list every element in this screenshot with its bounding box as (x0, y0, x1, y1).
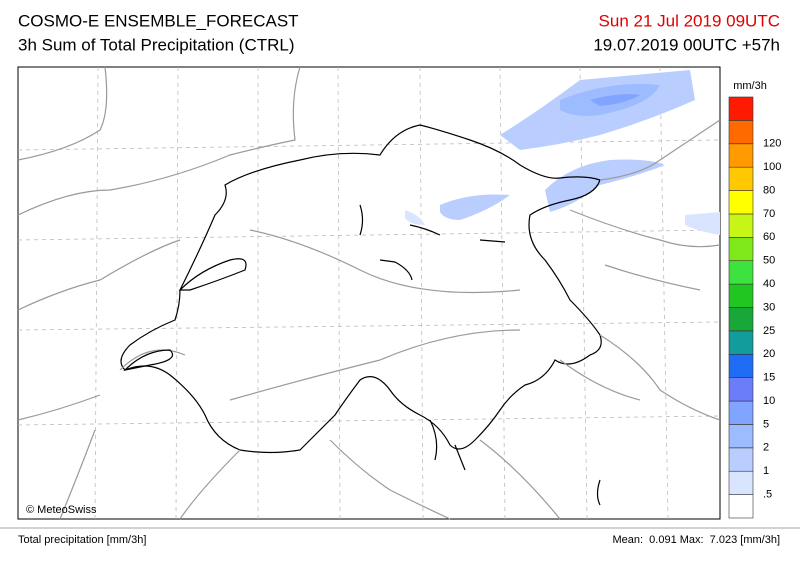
legend-label: 50 (763, 255, 775, 267)
legend-swatch (728, 190, 754, 215)
legend-label: 120 (763, 138, 781, 150)
legend-label: 2 (763, 442, 769, 454)
legend-swatch (728, 307, 754, 332)
legend-unit: mm/3h (733, 80, 767, 92)
valid-time: Sun 21 Jul 2019 09UTC (599, 11, 780, 30)
legend-swatch (728, 400, 754, 425)
legend-swatch (728, 143, 754, 168)
legend-label: 30 (763, 301, 775, 313)
title: COSMO-E ENSEMBLE_FORECAST (18, 11, 299, 30)
footer-left: Total precipitation [mm/3h] (18, 534, 146, 546)
legend-swatch (728, 120, 754, 145)
legend-swatch (728, 96, 754, 121)
legend-label: .5 (763, 489, 772, 501)
legend-swatch (728, 353, 754, 378)
legend-label: 80 (763, 184, 775, 196)
run-time: 19.07.2019 00UTC +57h (593, 35, 780, 54)
legend-label: 10 (763, 395, 775, 407)
legend-label: 20 (763, 348, 775, 360)
legend-label: 100 (763, 161, 781, 173)
legend-swatch (728, 494, 754, 519)
boundaries (17, 66, 721, 520)
map-frame (17, 66, 721, 520)
grid (17, 66, 721, 520)
legend-swatch (728, 424, 754, 449)
map: © MeteoSwiss (17, 66, 721, 520)
legend-swatch (728, 213, 754, 238)
credit: © MeteoSwiss (26, 504, 97, 516)
legend-label: 1 (763, 465, 769, 477)
legend-label: 25 (763, 325, 775, 337)
footer-right: Mean: 0.091 Max: 7.023 [mm/3h] (612, 534, 780, 546)
legend-swatch (728, 470, 754, 495)
legend-label: 60 (763, 231, 775, 243)
legend-swatch (728, 283, 754, 308)
legend-swatch (728, 166, 754, 191)
legend-swatch (728, 447, 754, 472)
legend-label: 70 (763, 208, 775, 220)
legend-label: 5 (763, 418, 769, 430)
legend-swatch (728, 377, 754, 402)
legend-swatch (728, 330, 754, 355)
subtitle: 3h Sum of Total Precipitation (CTRL) (18, 35, 295, 54)
legend-swatch (728, 237, 754, 262)
legend-swatch (728, 260, 754, 285)
legend-label: 15 (763, 372, 775, 384)
legend-label: 40 (763, 278, 775, 290)
